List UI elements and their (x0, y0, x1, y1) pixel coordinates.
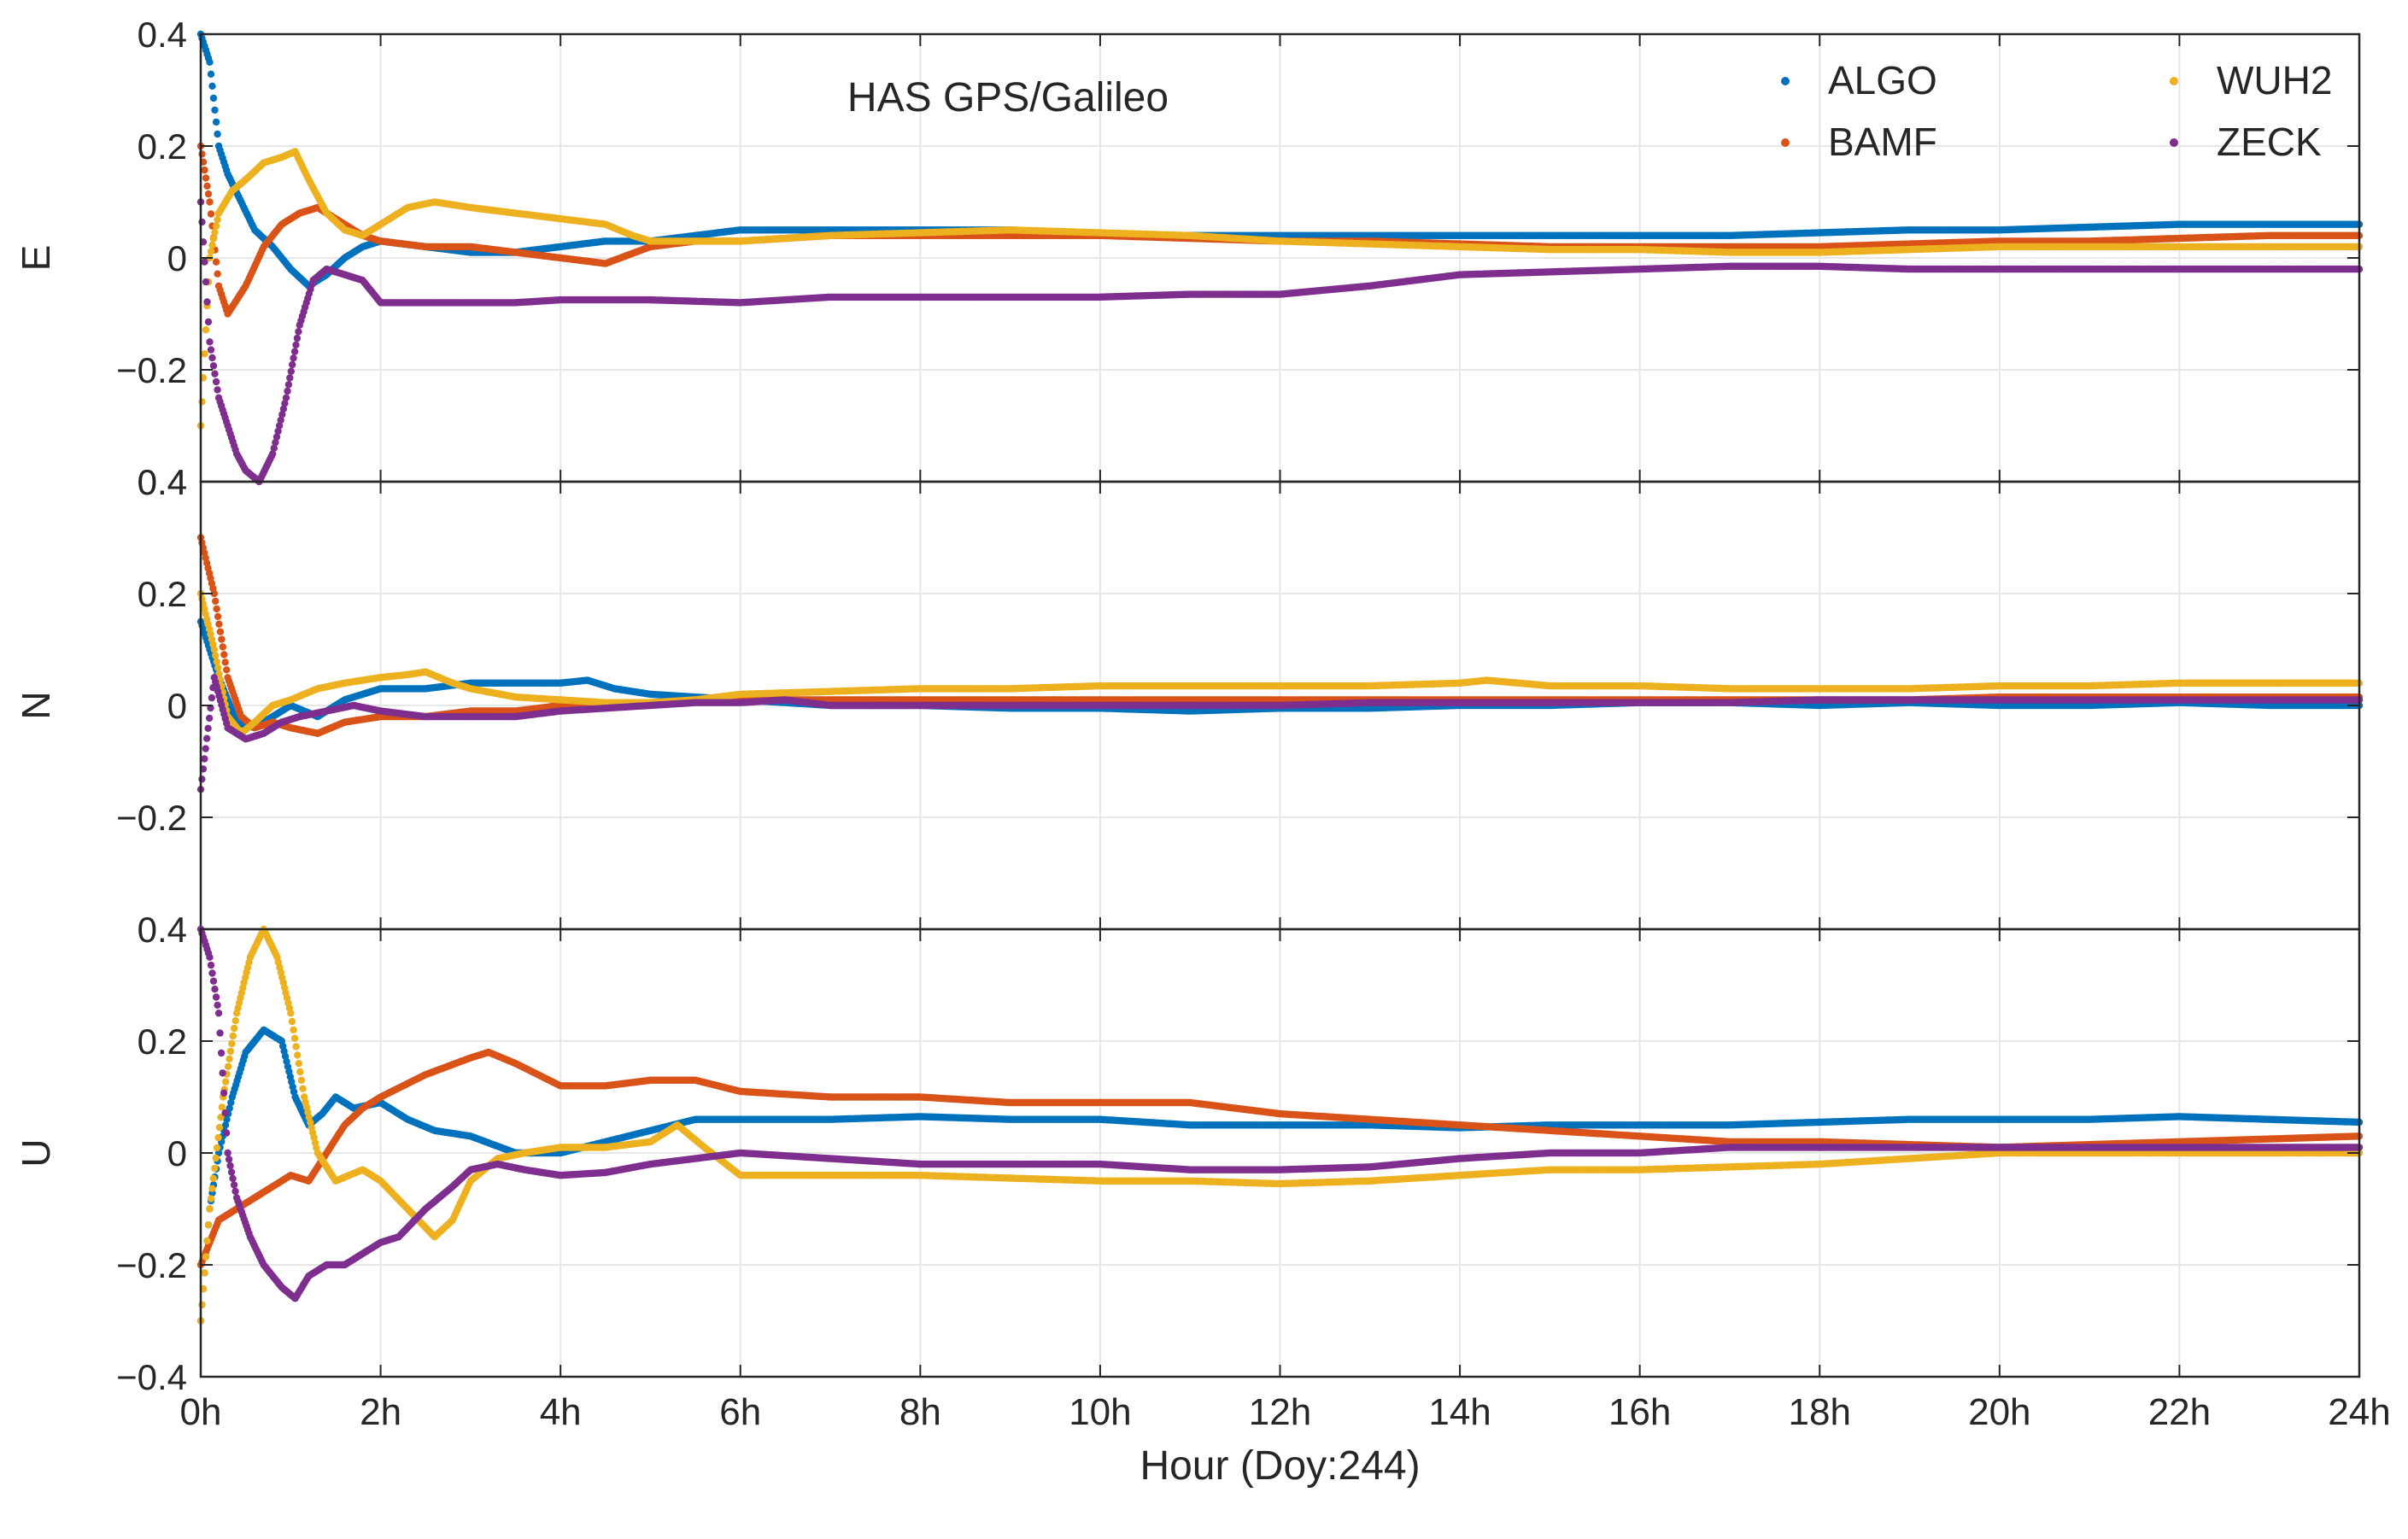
data-point-wuh2 (213, 222, 220, 229)
data-point-algo (210, 95, 217, 102)
data-point-bamf (205, 190, 212, 197)
data-point-bamf (214, 271, 220, 278)
data-point-algo (213, 119, 220, 126)
data-point-algo (214, 131, 220, 138)
data-point-wuh2 (214, 216, 220, 223)
data-point-bamf (206, 198, 213, 205)
data-point-wuh2 (208, 242, 215, 249)
data-point-wuh2 (202, 326, 209, 333)
data-point-wuh2 (208, 248, 214, 255)
data-point-bamf (213, 259, 220, 266)
data-point-bamf (198, 150, 205, 157)
data-point-algo (211, 107, 218, 114)
data-point-wuh2 (198, 398, 205, 405)
data-point-wuh2 (201, 350, 208, 357)
data-point-bamf (203, 183, 210, 190)
data-point-bamf (201, 167, 208, 173)
data-point-bamf (208, 210, 214, 217)
data-point-algo (208, 83, 215, 90)
data-point-wuh2 (211, 229, 218, 236)
data-point-bamf (202, 174, 209, 181)
data-point-algo (206, 59, 213, 66)
data-point-wuh2 (210, 235, 217, 242)
data-point-algo (208, 71, 214, 78)
